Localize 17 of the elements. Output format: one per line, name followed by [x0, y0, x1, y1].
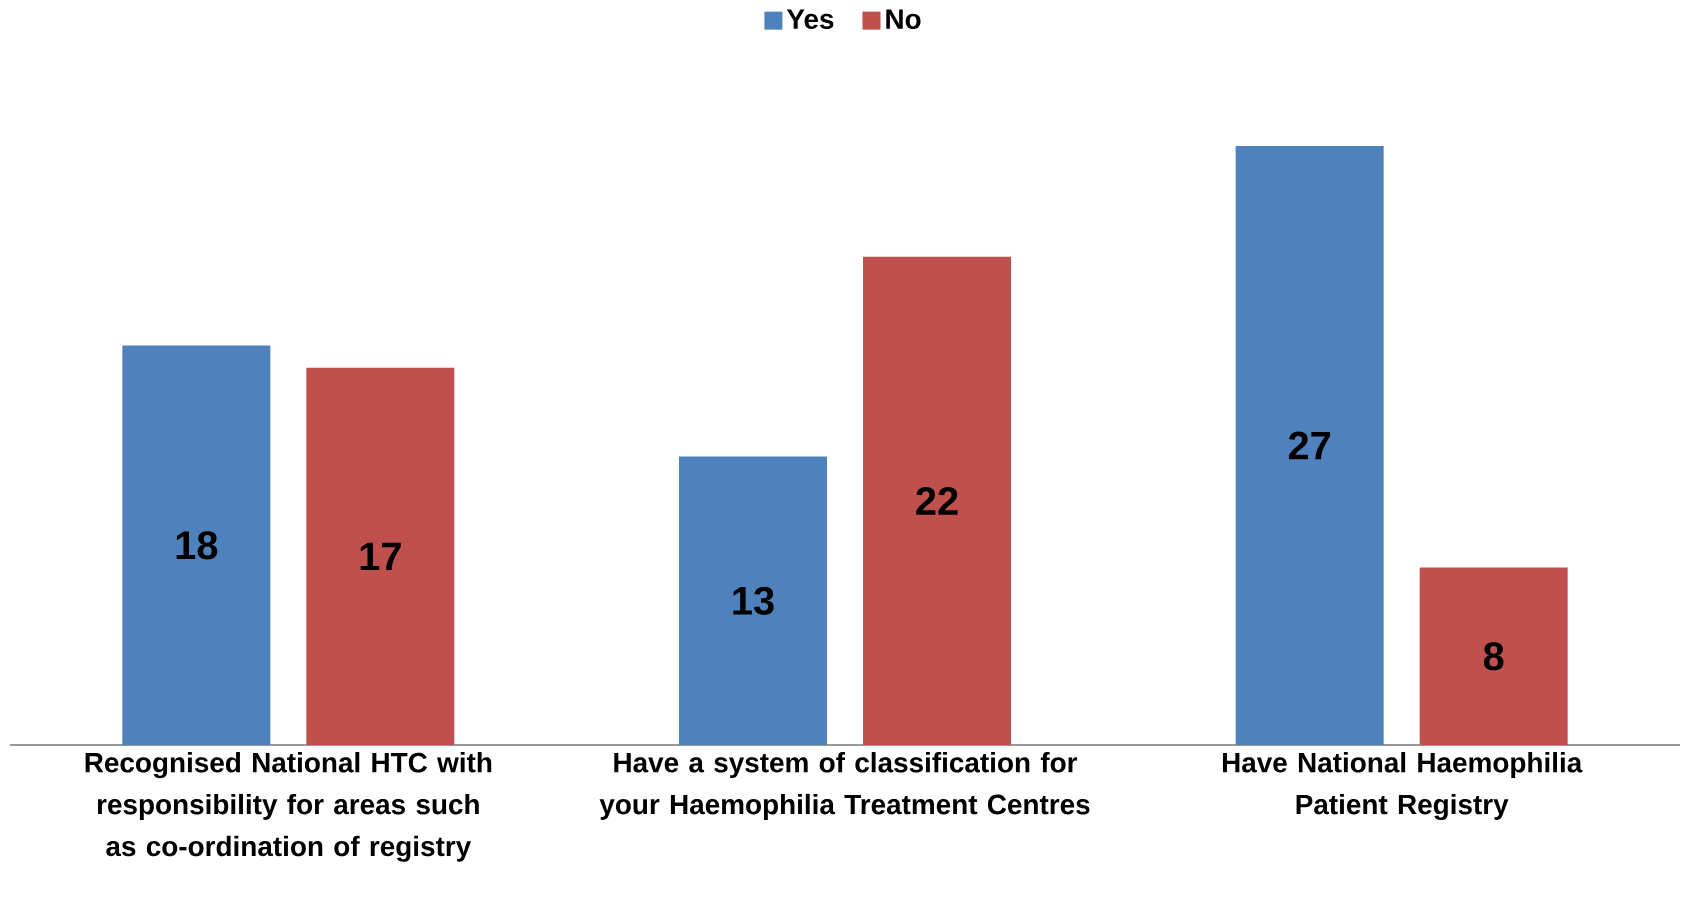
x-tick-label: Have National Haemophilia Patient Registry [1222, 752, 1583, 820]
data-label: 17 [360, 542, 401, 571]
data-label: 8 [1483, 642, 1504, 671]
bar [1419, 567, 1568, 745]
legend-label: Yes [786, 9, 834, 30]
data-label: 27 [1288, 431, 1331, 460]
bar [863, 256, 1012, 745]
bar [122, 345, 271, 745]
bar [1235, 145, 1384, 745]
x-tick-label: Recognised National HTC with responsibility for areas such as co-ordination of registry [85, 752, 492, 862]
data-label: 13 [733, 586, 774, 615]
data-label: 18 [176, 531, 218, 560]
legend-label: No [886, 9, 921, 30]
bar [679, 456, 828, 745]
data-label: 22 [916, 487, 958, 515]
x-tick-label: Have a system of classification for your Haemophilia Treatment Centres [599, 752, 1090, 820]
bar [306, 367, 455, 745]
